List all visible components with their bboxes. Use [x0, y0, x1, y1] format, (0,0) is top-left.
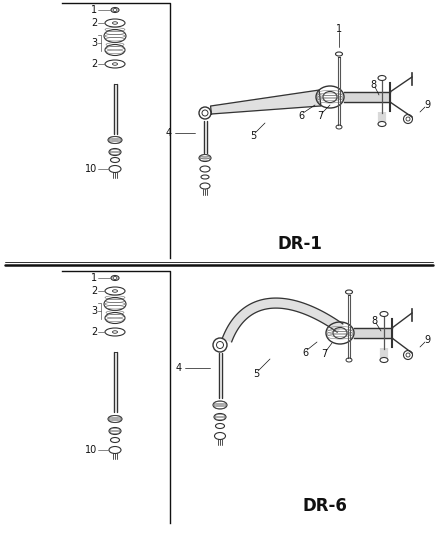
- Text: 1: 1: [336, 24, 342, 34]
- Text: 10: 10: [85, 164, 97, 174]
- Polygon shape: [223, 298, 343, 342]
- Polygon shape: [211, 90, 321, 114]
- Text: DR-6: DR-6: [303, 497, 347, 515]
- Text: 1: 1: [91, 273, 97, 283]
- Text: 2: 2: [91, 59, 97, 69]
- Text: 10: 10: [85, 445, 97, 455]
- Text: 2: 2: [91, 18, 97, 28]
- Text: 6: 6: [298, 111, 304, 121]
- Text: 8: 8: [371, 316, 377, 326]
- Text: 2: 2: [91, 327, 97, 337]
- Text: 7: 7: [321, 349, 327, 359]
- Text: DR-1: DR-1: [278, 235, 322, 253]
- Text: 6: 6: [302, 348, 308, 358]
- Text: 3: 3: [91, 306, 97, 316]
- Text: 9: 9: [424, 100, 430, 110]
- Text: 5: 5: [253, 369, 259, 379]
- Text: 5: 5: [250, 131, 256, 141]
- Text: 3: 3: [91, 38, 97, 48]
- Text: 2: 2: [91, 286, 97, 296]
- Text: 7: 7: [317, 111, 323, 121]
- Text: 4: 4: [166, 128, 172, 138]
- Text: 8: 8: [370, 80, 376, 90]
- Text: 4: 4: [176, 363, 182, 373]
- Text: 9: 9: [424, 335, 430, 345]
- Text: 1: 1: [91, 5, 97, 15]
